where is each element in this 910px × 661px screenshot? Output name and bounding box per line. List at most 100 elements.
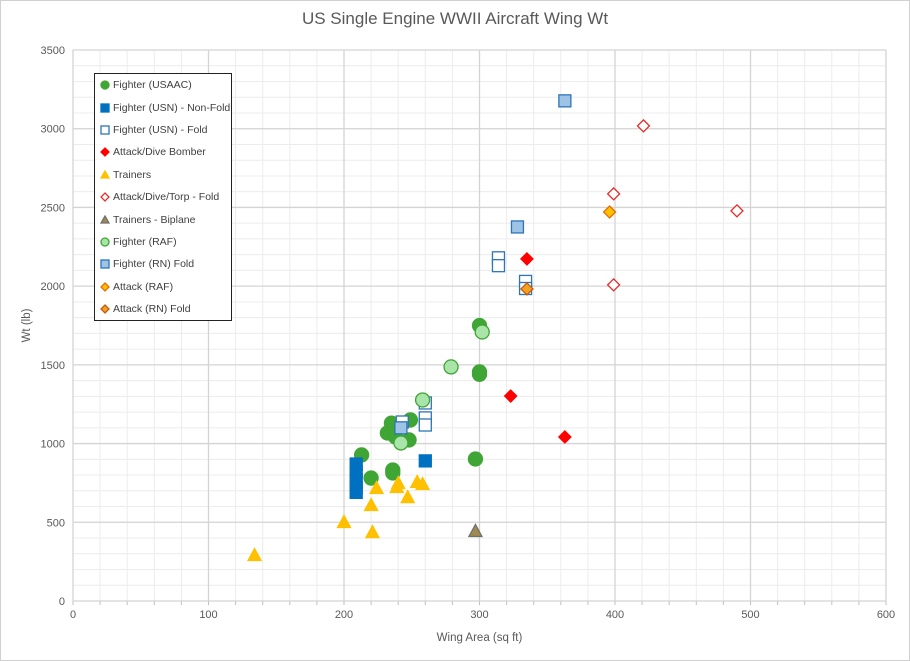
legend-marker-icon <box>100 147 110 158</box>
x-tick-label: 600 <box>877 609 895 621</box>
legend-item: Attack/Dive Bomber <box>95 141 231 163</box>
y-tick-label: 1500 <box>41 360 65 372</box>
data-point <box>414 392 431 408</box>
data-point <box>471 366 488 382</box>
series-8 <box>394 94 572 435</box>
legend-marker <box>100 169 110 179</box>
y-tick-label: 2500 <box>41 202 65 214</box>
data-point <box>467 451 484 467</box>
chart-title: US Single Engine WWII Aircraft Wing Wt <box>301 9 609 28</box>
legend-marker <box>100 102 110 113</box>
y-axis-label: Wt (lb) <box>21 308 33 342</box>
data-point <box>491 259 506 273</box>
legend-label: Attack (RAF) <box>113 280 174 293</box>
legend-marker-icon <box>100 281 110 292</box>
y-tick-label: 0 <box>59 596 65 608</box>
legend-marker-icon <box>100 304 110 315</box>
legend-item: Fighter (RAF) <box>95 231 231 253</box>
legend-item: Attack/Dive/Torp - Fold <box>95 186 231 208</box>
data-point <box>349 485 363 500</box>
data-point <box>602 205 617 219</box>
legend-marker <box>100 281 110 292</box>
data-point <box>606 277 621 292</box>
data-point <box>246 547 263 562</box>
legend-item: Fighter (RN) Fold <box>95 253 231 275</box>
y-tick-label: 2000 <box>41 281 65 293</box>
x-tick-label: 200 <box>335 609 353 621</box>
legend-label: Attack/Dive/Torp - Fold <box>113 191 220 204</box>
data-point <box>520 282 534 296</box>
x-tick-label: 0 <box>70 609 76 621</box>
legend-marker <box>100 304 110 315</box>
x-tick-label: 300 <box>470 609 488 621</box>
legend-marker <box>100 214 110 224</box>
data-point <box>418 454 432 468</box>
data-point <box>730 203 744 218</box>
data-point <box>364 524 381 539</box>
data-point <box>414 476 431 491</box>
y-tick-label: 3000 <box>41 124 65 136</box>
data-point <box>467 523 484 538</box>
legend-label: Fighter (RAF) <box>113 235 177 248</box>
plot-area <box>72 49 887 602</box>
legend-marker-icon <box>100 237 110 247</box>
data-point <box>363 497 379 512</box>
y-tick-label: 1000 <box>41 439 65 451</box>
data-point <box>385 465 401 481</box>
legend-marker-icon <box>100 259 110 269</box>
legend-label: Fighter (USAAC) <box>113 79 192 92</box>
legend-marker-icon <box>100 214 110 224</box>
legend-item: Trainers <box>95 164 231 186</box>
legend-marker <box>100 147 110 158</box>
legend-marker-icon <box>100 80 110 90</box>
series-1 <box>349 454 432 500</box>
series-3 <box>503 251 572 444</box>
legend-item: Attack (RAF) <box>95 276 231 298</box>
data-point <box>636 118 651 133</box>
legend-item: Fighter (USN) - Fold <box>95 119 231 141</box>
series-6 <box>467 523 484 538</box>
legend-item: Trainers - Biplane <box>95 208 231 230</box>
data-point <box>418 418 432 432</box>
x-tick-label: 100 <box>199 609 217 621</box>
legend-label: Fighter (USN) - Fold <box>113 123 208 136</box>
legend-label: Fighter (RN) Fold <box>113 258 195 271</box>
series-9 <box>602 205 617 219</box>
legend-marker <box>100 80 110 90</box>
legend-marker <box>100 259 110 269</box>
data-point <box>363 470 379 486</box>
legend-marker <box>100 237 110 247</box>
data-point <box>393 435 409 451</box>
data-point <box>557 430 572 444</box>
legend-marker-icon <box>100 102 110 113</box>
legend-marker-icon <box>100 125 110 135</box>
series-7 <box>393 324 490 451</box>
legend-item: Attack (RN) Fold <box>95 298 231 320</box>
legend-marker-icon <box>100 169 110 179</box>
data-point <box>336 514 352 529</box>
series-4 <box>246 474 431 562</box>
legend-item: Fighter (USN) - Non-Fold <box>95 96 231 118</box>
y-tick-label: 500 <box>47 517 65 529</box>
data-point <box>510 220 525 234</box>
legend-marker <box>100 125 110 135</box>
data-point <box>394 421 408 435</box>
legend-label: Attack (RN) Fold <box>113 303 191 316</box>
y-tick-label: 3500 <box>41 45 65 57</box>
legend-item: Fighter (USAAC) <box>95 74 231 96</box>
x-axis-label: Wing Area (sq ft) <box>437 632 523 644</box>
legend-label: Trainers <box>113 168 152 181</box>
series-10 <box>520 282 534 296</box>
x-tick-label: 500 <box>741 609 759 621</box>
legend-marker <box>100 192 110 203</box>
data-point <box>474 324 490 340</box>
legend-marker-icon <box>100 192 110 203</box>
legend-label: Trainers - Biplane <box>113 213 196 226</box>
data-point <box>390 475 406 490</box>
data-point <box>503 389 518 403</box>
data-point <box>368 480 385 495</box>
legend-label: Fighter (USN) - Non-Fold <box>113 101 231 114</box>
series-5 <box>606 118 744 292</box>
legend-label: Attack/Dive Bomber <box>113 146 206 159</box>
legend: Fighter (USAAC) Fighter (USN) - Non-Fold F… <box>94 73 232 321</box>
